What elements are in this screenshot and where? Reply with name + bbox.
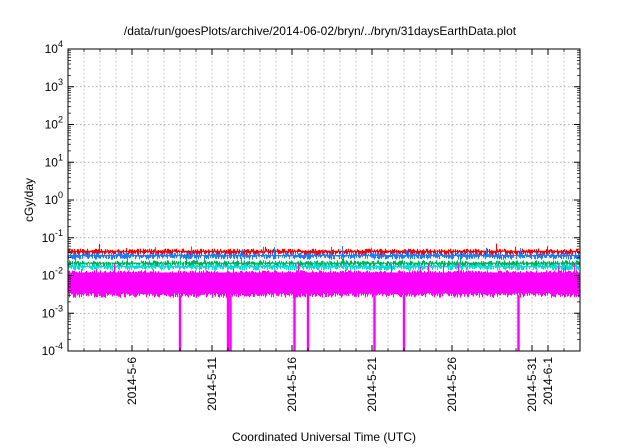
x-tick-label: 2014-6-1 — [541, 357, 555, 405]
dropout-spike — [178, 295, 182, 351]
x-axis-label: Coordinated Universal Time (UTC) — [232, 430, 416, 444]
dropout-spike — [293, 295, 296, 351]
x-tick-label: 2014-5-16 — [285, 357, 299, 412]
dropout-spike — [306, 295, 310, 351]
x-tick-label: 2014-5-31 — [525, 357, 539, 412]
y-tick-label: 10-4 — [42, 341, 63, 358]
y-tick-label: 10-2 — [42, 266, 63, 283]
x-axis-ticks: 2014-5-6 2014-5-11 2014-5-16 2014-5-21 2014-… — [83, 49, 565, 412]
dropout-spike — [517, 295, 520, 351]
y-tick-label: 102 — [45, 115, 63, 132]
y-tick-label: 10-3 — [42, 303, 63, 320]
dropout-spike — [226, 295, 230, 351]
dropout-spike — [402, 295, 406, 351]
y-tick-label: 100 — [45, 190, 63, 207]
y-axis-ticks: 10-4 10-3 10-2 10-1 100 101 102 103 104 — [42, 39, 580, 358]
x-tick-label: 2014-5-11 — [205, 357, 219, 411]
x-tick-label: 2014-5-26 — [445, 357, 459, 412]
dropout-spike — [229, 295, 232, 351]
y-tick-label: 103 — [45, 77, 63, 94]
y-tick-label: 101 — [45, 152, 63, 169]
y-axis-label: cGy/day — [22, 178, 36, 222]
grid-layer — [68, 49, 580, 351]
x-tick-label: 2014-5-6 — [125, 357, 139, 405]
chart-title: /data/run/goesPlots/archive/2014-06-02/b… — [124, 24, 517, 38]
y-tick-label: 10-1 — [42, 228, 63, 245]
dropout-spike — [373, 295, 376, 351]
y-tick-label: 104 — [45, 39, 63, 56]
x-tick-label: 2014-5-21 — [365, 357, 379, 412]
